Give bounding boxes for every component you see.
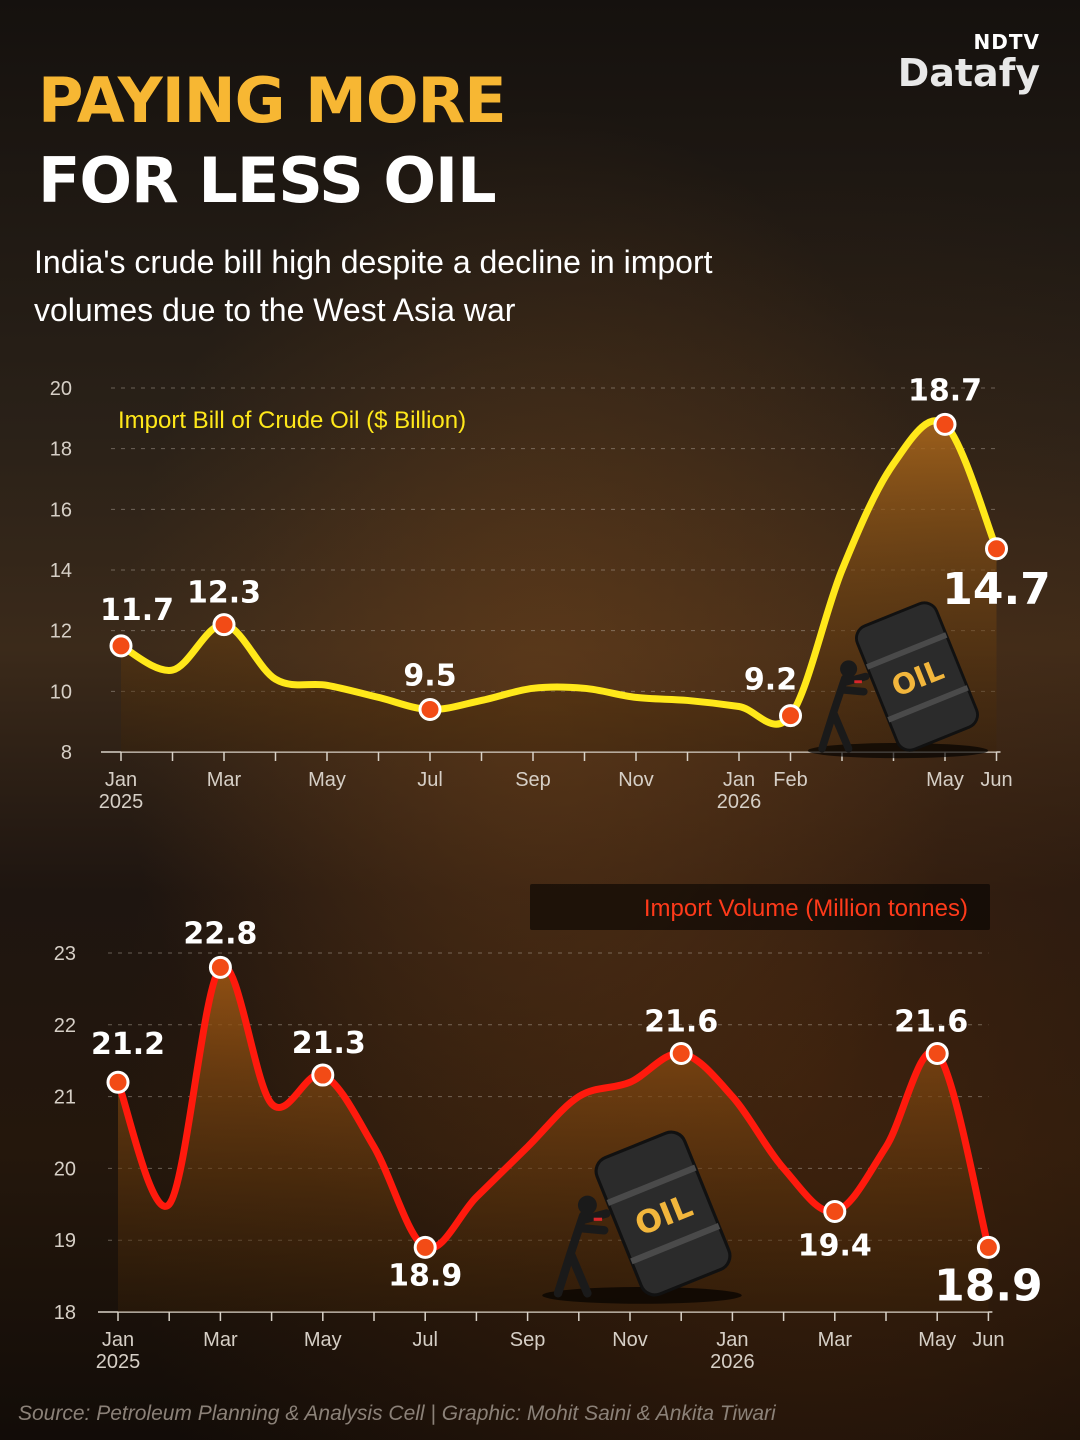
x-tick-label: Sep <box>515 769 551 791</box>
chart-title: Import Bill of Crude Oil ($ Billion) <box>118 407 466 434</box>
x-tick-label: Nov <box>612 1329 648 1351</box>
barrel-shadow <box>542 1287 742 1304</box>
data-label: 11.7 <box>100 593 174 628</box>
data-label: 12.3 <box>187 576 261 611</box>
x-tick-label: May <box>308 769 346 791</box>
y-tick-label: 22 <box>54 1015 76 1037</box>
barrel-shape <box>594 1130 732 1297</box>
barrel-rim-bottom <box>630 1223 721 1265</box>
barrel-body: OIL <box>594 1130 732 1297</box>
x-tick-label: Jul <box>412 1329 438 1351</box>
data-marker <box>925 1042 949 1066</box>
barrel-shape <box>855 601 979 752</box>
y-tick-label: 19 <box>54 1230 76 1252</box>
data-label: 18.9 <box>934 1260 1043 1311</box>
oil-barrel-illustration-g1: OIL <box>807 601 989 759</box>
y-tick-label: 20 <box>50 378 72 400</box>
y-tick-label: 18 <box>54 1302 76 1324</box>
series-line <box>117 417 1000 728</box>
data-marker <box>985 537 1008 561</box>
x-tick-label: Jan <box>723 769 755 791</box>
x-tick-year-label: 2025 <box>99 791 144 813</box>
logo-datafy-text: Datafy <box>897 51 1040 95</box>
pusher-head <box>840 660 858 678</box>
data-marker <box>208 955 232 979</box>
y-tick-label: 20 <box>54 1158 76 1180</box>
y-tick-label: 8 <box>61 742 72 764</box>
data-marker <box>413 1235 437 1259</box>
barrel-shadow <box>807 743 989 759</box>
chart-title-box <box>530 884 990 930</box>
logo-ndtv-text: NDTV <box>973 30 1040 54</box>
x-tick-label: Mar <box>207 769 242 791</box>
data-marker <box>418 698 442 722</box>
data-label: 14.7 <box>942 564 1051 615</box>
x-tick-label: Jan <box>716 1329 748 1351</box>
data-marker <box>779 704 802 728</box>
chart-title: Import Volume (Million tonnes) <box>644 895 968 922</box>
ndtv-datafy-logo: NDTV Datafy <box>880 30 1040 92</box>
pusher-head <box>577 1195 597 1215</box>
data-label: 21.2 <box>91 1027 165 1062</box>
y-tick-label: 10 <box>50 681 72 703</box>
data-marker <box>823 1199 847 1223</box>
barrel-rim-top <box>606 1164 697 1206</box>
data-label: 9.2 <box>744 663 797 698</box>
barrel-body: OIL <box>855 601 979 752</box>
x-tick-year-label: 2026 <box>710 1351 755 1373</box>
data-marker <box>311 1063 335 1087</box>
pusher-tie <box>854 680 862 684</box>
title-line-1: PAYING MORE <box>38 64 507 137</box>
data-marker <box>976 1235 1000 1259</box>
x-tick-label: Sep <box>510 1329 546 1351</box>
data-label: 21.6 <box>894 1005 968 1040</box>
x-tick-label: May <box>304 1329 342 1351</box>
x-tick-label: Nov <box>618 769 654 791</box>
x-tick-label: Jun <box>972 1329 1004 1351</box>
pusher-body <box>553 1209 611 1298</box>
x-tick-label: Jan <box>102 1329 134 1351</box>
x-tick-label: Jul <box>417 769 443 791</box>
x-tick-label: Mar <box>203 1329 238 1351</box>
barrel-rim-bottom <box>887 685 969 723</box>
pusher-body <box>818 672 870 753</box>
barrel-rim-top <box>865 632 948 670</box>
x-tick-label: May <box>918 1329 956 1351</box>
data-marker <box>212 613 236 637</box>
oil-barrel-illustration-g2: OIL <box>542 1130 742 1304</box>
data-label: 9.5 <box>403 659 456 694</box>
data-label: 19.4 <box>798 1228 872 1263</box>
data-marker <box>109 634 133 658</box>
data-label: 22.8 <box>183 916 257 951</box>
y-tick-label: 12 <box>50 621 72 643</box>
data-label: 18.7 <box>908 373 982 408</box>
x-tick-label: Mar <box>818 1329 853 1351</box>
data-marker <box>669 1042 693 1066</box>
area-fill <box>118 965 989 1312</box>
import-bill-chart: Import Bill of Crude Oil ($ Billion) 8 10 1… <box>50 373 1051 813</box>
x-tick-label: Feb <box>773 769 807 791</box>
data-label: 21.3 <box>292 1026 366 1061</box>
x-tick-year-label: 2026 <box>717 791 762 813</box>
y-tick-label: 23 <box>54 943 76 965</box>
x-tick-year-label: 2025 <box>96 1351 141 1373</box>
x-tick-label: May <box>926 769 964 791</box>
y-tick-label: 14 <box>50 560 72 582</box>
import-volume-chart: Import Volume (Million tonnes) 18 19 20 21 22… <box>54 884 1043 1373</box>
subtitle: India's crude bill high despite a declin… <box>34 244 713 328</box>
y-tick-label: 18 <box>50 439 72 461</box>
source-credit: Source: Petroleum Planning & Analysis Ce… <box>18 1402 776 1425</box>
pusher-tie <box>593 1217 603 1221</box>
data-label: 21.6 <box>644 1005 718 1040</box>
data-label: 18.9 <box>388 1258 462 1293</box>
x-tick-label: Jun <box>980 769 1012 791</box>
data-marker <box>933 412 957 436</box>
data-marker <box>106 1070 130 1094</box>
x-tick-label: Jan <box>105 769 137 791</box>
y-tick-label: 21 <box>54 1087 76 1109</box>
title-line-2: FOR LESS OIL <box>38 144 497 217</box>
y-tick-label: 16 <box>50 499 72 521</box>
